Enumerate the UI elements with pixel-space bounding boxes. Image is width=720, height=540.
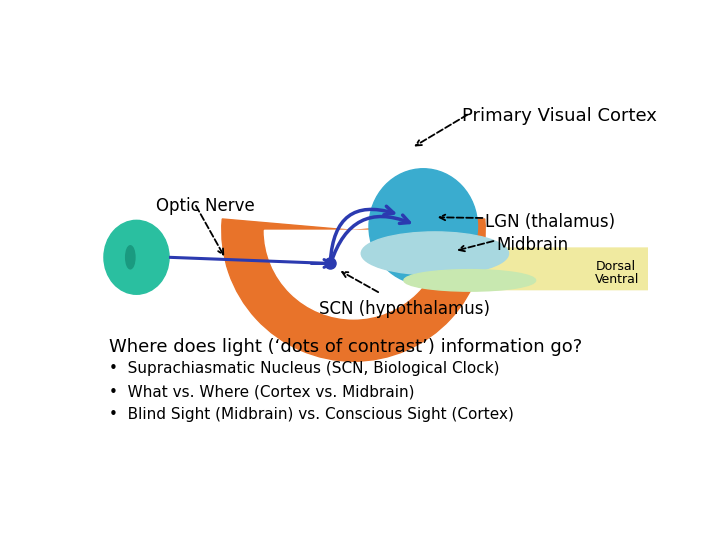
Ellipse shape — [404, 269, 536, 291]
Text: Dorsal: Dorsal — [595, 260, 636, 273]
Text: •  What vs. Where (Cortex vs. Midbrain): • What vs. Where (Cortex vs. Midbrain) — [109, 384, 415, 400]
FancyBboxPatch shape — [466, 248, 706, 289]
Text: Midbrain: Midbrain — [496, 236, 568, 254]
Wedge shape — [222, 219, 485, 361]
Text: SCN (hypothalamus): SCN (hypothalamus) — [319, 300, 490, 318]
Text: •  Suprachiasmatic Nucleus (SCN, Biological Clock): • Suprachiasmatic Nucleus (SCN, Biologic… — [109, 361, 500, 376]
Ellipse shape — [104, 220, 169, 294]
Ellipse shape — [361, 232, 508, 275]
Text: •  Blind Sight (Midbrain) vs. Conscious Sight (Cortex): • Blind Sight (Midbrain) vs. Conscious S… — [109, 408, 514, 422]
Text: Optic Nerve: Optic Nerve — [156, 197, 255, 215]
Ellipse shape — [315, 252, 625, 286]
Wedge shape — [264, 231, 443, 319]
Ellipse shape — [126, 246, 135, 269]
Text: Primary Visual Cortex: Primary Visual Cortex — [462, 107, 657, 125]
Text: Where does light (‘dots of contrast’) information go?: Where does light (‘dots of contrast’) in… — [109, 338, 582, 356]
Text: Ventral: Ventral — [595, 273, 639, 286]
Ellipse shape — [369, 168, 477, 284]
Text: LGN (thalamus): LGN (thalamus) — [485, 213, 616, 232]
